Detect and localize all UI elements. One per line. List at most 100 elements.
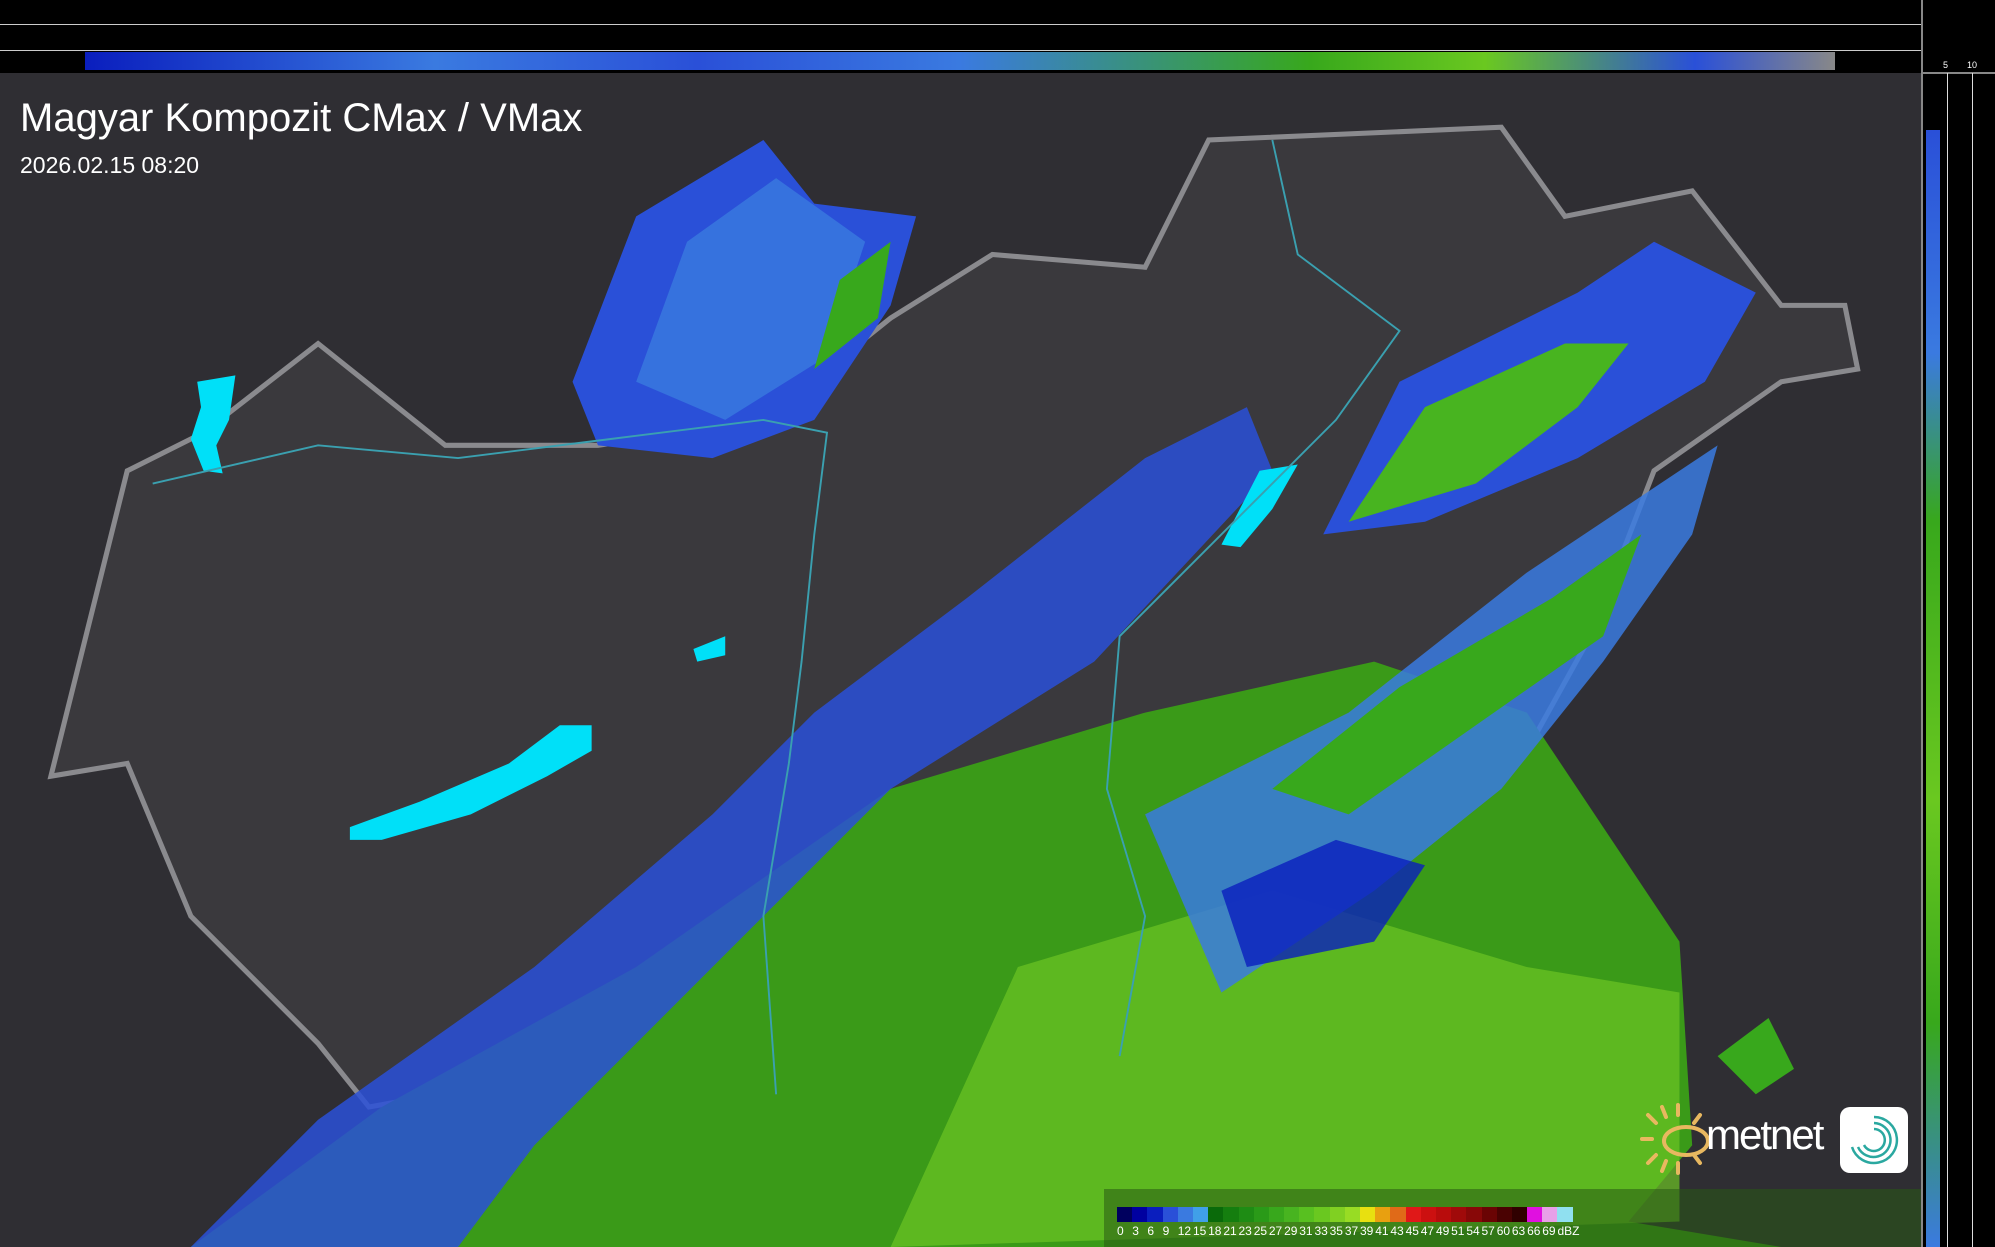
profile-gridline-10 bbox=[0, 24, 1921, 25]
vertical-profile-top: 10 5 bbox=[0, 0, 1995, 73]
metnet-app-icon bbox=[1840, 1107, 1908, 1173]
legend-swatch bbox=[1496, 1207, 1512, 1222]
legend-swatch bbox=[1177, 1207, 1193, 1222]
profile-side-label-5: 5 bbox=[1943, 60, 1949, 70]
legend-swatch bbox=[1132, 1207, 1148, 1222]
echo-light-green bbox=[890, 890, 1680, 1247]
legend-swatch bbox=[1435, 1207, 1452, 1222]
legend-swatch bbox=[1375, 1207, 1391, 1222]
legend-label: 57 bbox=[1481, 1224, 1495, 1238]
legend-label: 23 bbox=[1238, 1224, 1252, 1238]
legend-swatch bbox=[1223, 1207, 1239, 1222]
legend-label: 29 bbox=[1284, 1224, 1298, 1238]
profile-side-label-10: 10 bbox=[1967, 60, 1978, 70]
spiral-icon bbox=[1850, 1115, 1899, 1165]
echo-band-east-green bbox=[1272, 534, 1642, 815]
legend-swatch bbox=[1542, 1207, 1558, 1222]
legend-swatch bbox=[1329, 1207, 1345, 1222]
profile-echo-strip bbox=[85, 52, 1835, 70]
lake-balaton bbox=[349, 725, 592, 840]
profile-side-echo-strip bbox=[1926, 130, 1940, 1247]
legend-color-bar bbox=[1117, 1207, 1573, 1222]
vertical-profile-side: 5 10 bbox=[1921, 0, 1995, 1247]
metnet-wordmark: metnet bbox=[1706, 1111, 1824, 1158]
rivers bbox=[152, 139, 1401, 1095]
legend-swatch bbox=[1162, 1207, 1178, 1222]
legend-swatch bbox=[1299, 1207, 1315, 1222]
legend-label: 69 bbox=[1542, 1224, 1556, 1238]
profile-gridline-5 bbox=[0, 50, 1921, 51]
legend-label: 27 bbox=[1268, 1224, 1283, 1238]
legend-label: 37 bbox=[1344, 1224, 1359, 1238]
legend-swatch bbox=[1511, 1207, 1528, 1222]
legend-swatch bbox=[1451, 1207, 1467, 1222]
legend-swatch bbox=[1208, 1207, 1224, 1222]
legend-label: 6 bbox=[1147, 1224, 1155, 1238]
legend-swatch bbox=[1466, 1207, 1482, 1222]
legend-swatch bbox=[1481, 1207, 1497, 1222]
legend-swatch bbox=[1117, 1207, 1133, 1222]
legend-swatch bbox=[1268, 1207, 1285, 1222]
dbz-legend: 0 3 6 9 12 15 18 21 23 25 27 29 31 33 35 37 39 41 43 45 47 49… bbox=[1104, 1189, 1921, 1247]
legend-swatch bbox=[1420, 1207, 1436, 1222]
legend-labels: 0 3 6 9 12 15 18 21 23 25 27 29 31 33 35 37 39 41 43 45 47 49… bbox=[1117, 1224, 1580, 1238]
lake-ferto bbox=[190, 375, 236, 474]
legend-swatch bbox=[1527, 1207, 1543, 1222]
river-tisza bbox=[1105, 139, 1401, 1057]
echo-southeast-blue bbox=[1221, 839, 1425, 968]
legend-label: 33 bbox=[1314, 1224, 1328, 1238]
legend-label: 25 bbox=[1253, 1224, 1268, 1238]
legend-label: 39 bbox=[1360, 1224, 1374, 1238]
lakes bbox=[190, 375, 1298, 840]
legend-swatch bbox=[1360, 1207, 1376, 1222]
legend-label: 63 bbox=[1511, 1224, 1526, 1238]
legend-swatch bbox=[1314, 1207, 1330, 1222]
legend-swatch bbox=[1344, 1207, 1360, 1222]
legend-swatch bbox=[1390, 1207, 1406, 1222]
legend-swatch bbox=[1192, 1207, 1209, 1222]
legend-label: 66 bbox=[1527, 1224, 1541, 1238]
legend-swatch bbox=[1238, 1207, 1254, 1222]
sun-logo-icon bbox=[1640, 1103, 1710, 1175]
echo-band-blue-south bbox=[190, 407, 1273, 1247]
legend-label: 43 bbox=[1390, 1224, 1404, 1238]
legend-label: 51 bbox=[1451, 1224, 1465, 1238]
legend-label: 60 bbox=[1496, 1224, 1511, 1238]
profile-side-hline bbox=[1923, 72, 1995, 74]
legend-label: 31 bbox=[1299, 1224, 1313, 1238]
map-timestamp: 2026.02.15 08:20 bbox=[20, 152, 200, 178]
legend-swatch bbox=[1557, 1207, 1573, 1222]
legend-swatch bbox=[1405, 1207, 1421, 1222]
echo-north-light bbox=[636, 178, 866, 420]
precipitation-echoes bbox=[190, 139, 1794, 1247]
map-title: Magyar Kompozit CMax / VMax bbox=[20, 96, 583, 140]
legend-label: 49 bbox=[1435, 1224, 1450, 1238]
legend-label: 54 bbox=[1466, 1224, 1480, 1238]
river-danube bbox=[152, 418, 829, 1095]
legend-swatch bbox=[1147, 1207, 1163, 1222]
echo-small-east bbox=[1717, 1017, 1794, 1095]
legend-label: 47 bbox=[1420, 1224, 1435, 1238]
legend-label: 3 bbox=[1132, 1224, 1139, 1238]
profile-gridline-side-10 bbox=[1972, 73, 1973, 1247]
legend-label: 45 bbox=[1405, 1224, 1419, 1238]
legend-label: 0 bbox=[1117, 1224, 1124, 1238]
legend-label: 41 bbox=[1375, 1224, 1389, 1238]
legend-label: 12 bbox=[1177, 1224, 1192, 1238]
legend-unit: dBZ bbox=[1557, 1224, 1580, 1238]
legend-label: 18 bbox=[1208, 1224, 1222, 1238]
echo-northeast-green bbox=[1348, 343, 1629, 522]
legend-swatch bbox=[1284, 1207, 1300, 1222]
echo-north-green bbox=[814, 241, 891, 370]
legend-label: 9 bbox=[1162, 1224, 1170, 1238]
legend-label: 35 bbox=[1329, 1224, 1343, 1238]
legend-swatch bbox=[1253, 1207, 1269, 1222]
profile-gridline-side-5 bbox=[1947, 73, 1948, 1247]
metnet-logo: metnet bbox=[1638, 1103, 1913, 1175]
lake-tisza bbox=[1221, 464, 1298, 548]
legend-label: 21 bbox=[1223, 1224, 1237, 1238]
legend-label: 15 bbox=[1192, 1224, 1207, 1238]
lake-velence bbox=[693, 636, 726, 662]
